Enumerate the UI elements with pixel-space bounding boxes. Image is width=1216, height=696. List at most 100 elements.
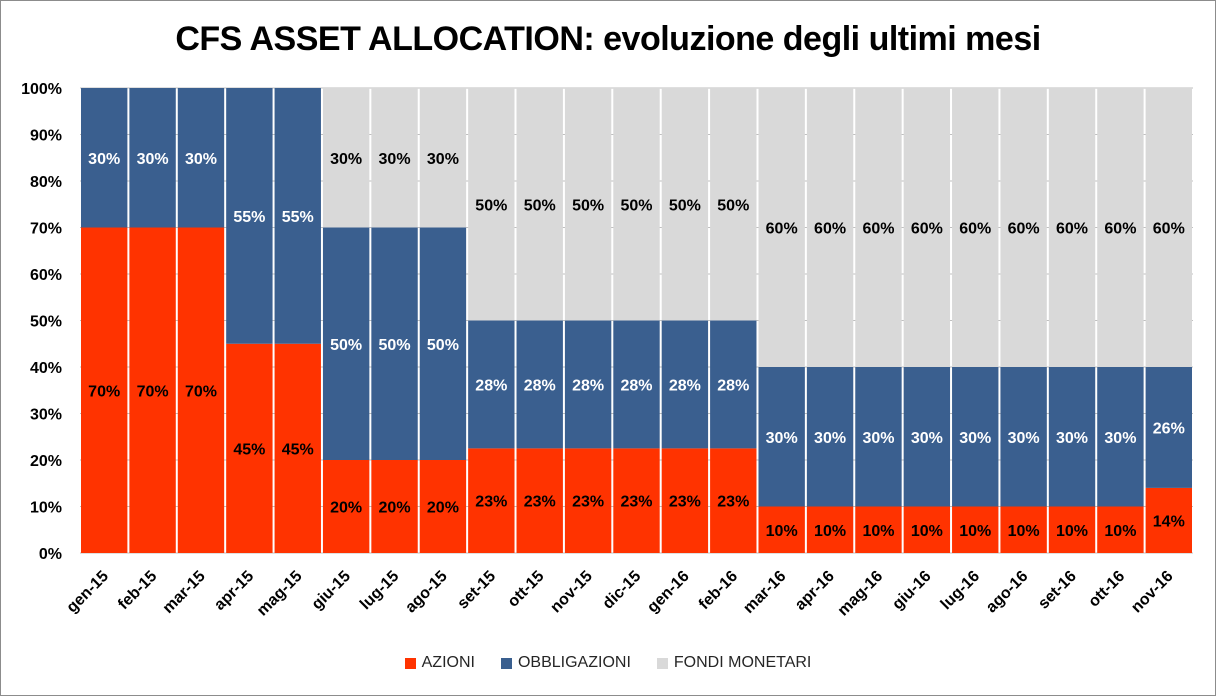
y-tick-label: 70% [30, 221, 62, 238]
data-label: 20% [330, 500, 362, 517]
data-label: 10% [911, 523, 943, 540]
data-label: 23% [717, 494, 749, 511]
x-tick-label: ago-15 [402, 568, 451, 617]
bar-azioni [274, 343, 321, 553]
bar-obbligazioni [419, 227, 467, 460]
data-label: 30% [88, 151, 120, 168]
data-label: 14% [1153, 513, 1185, 530]
x-tick-label: apr-16 [792, 568, 838, 614]
data-label: 28% [620, 377, 652, 394]
data-label: 28% [475, 377, 507, 394]
bar-fondi-monetari [516, 88, 563, 321]
bar-azioni [1145, 487, 1192, 553]
chart-title: CFS ASSET ALLOCATION: evoluzione degli u… [175, 20, 1041, 58]
legend-swatch [500, 657, 512, 669]
data-label: 60% [766, 221, 798, 238]
data-label: 30% [959, 430, 991, 447]
legend-label: FONDI MONETARI [673, 654, 812, 671]
data-label: 60% [1056, 221, 1088, 238]
y-tick-label: 40% [30, 360, 62, 377]
legend-label: AZIONI [421, 654, 475, 671]
bar-azioni [1048, 506, 1096, 553]
data-label: 10% [1104, 523, 1136, 540]
bar-azioni [516, 448, 563, 553]
y-tick-label: 60% [30, 267, 62, 284]
data-label: 60% [1104, 221, 1136, 238]
bar-obbligazioni [564, 320, 612, 449]
bar-fondi-monetari [855, 88, 902, 367]
bar-azioni [81, 227, 128, 553]
bar-obbligazioni [516, 320, 563, 449]
bar-azioni [129, 227, 176, 553]
bar-azioni [468, 448, 515, 553]
bar-obbligazioni [274, 88, 321, 344]
data-label: 10% [959, 523, 991, 540]
y-tick-label: 0% [39, 546, 62, 563]
bar-obbligazioni [226, 88, 273, 344]
data-label: 70% [88, 383, 120, 400]
bar-azioni [758, 506, 805, 553]
bar-fondi-monetari [806, 88, 854, 367]
data-label: 60% [911, 221, 943, 238]
bar-azioni [710, 448, 757, 553]
data-label: 10% [862, 523, 894, 540]
data-label: 30% [1008, 430, 1040, 447]
data-label: 70% [185, 383, 217, 400]
chart-legend: AZIONI OBBLIGAZIONI FONDI MONETARI [0, 654, 1216, 672]
x-tick-label: mar-16 [740, 568, 789, 617]
data-label: 30% [137, 151, 169, 168]
x-tick-label: feb-15 [115, 568, 160, 613]
y-tick-label: 10% [30, 500, 62, 517]
data-label: 30% [185, 151, 217, 168]
x-tick-label: nov-16 [1128, 568, 1177, 617]
bar-azioni [177, 227, 225, 553]
bar-fondi-monetari [903, 88, 951, 367]
bar-obbligazioni [81, 88, 128, 228]
x-tick-label: mag-16 [835, 568, 887, 620]
bar-azioni [613, 448, 660, 553]
bar-obbligazioni [710, 320, 757, 449]
bar-azioni [1097, 506, 1144, 553]
data-label: 60% [862, 221, 894, 238]
data-label: 10% [1008, 523, 1040, 540]
legend-swatch [404, 657, 416, 669]
bar-fondi-monetari [1048, 88, 1096, 367]
data-label: 10% [1056, 523, 1088, 540]
bar-obbligazioni [806, 367, 854, 507]
x-tick-label: mar-15 [160, 568, 209, 617]
data-label: 60% [814, 221, 846, 238]
bar-obbligazioni [322, 227, 370, 460]
x-tick-label: set-16 [1035, 568, 1080, 613]
y-tick-label: 50% [30, 314, 62, 331]
x-tick-label: mag-15 [254, 568, 306, 620]
x-tick-label: ago-16 [983, 568, 1032, 617]
bar-obbligazioni [613, 320, 660, 449]
y-tick-label: 100% [21, 81, 62, 98]
bar-obbligazioni [371, 227, 418, 460]
bar-obbligazioni [1000, 367, 1047, 507]
data-label: 50% [524, 197, 556, 214]
bar-azioni [322, 460, 370, 553]
data-label: 60% [959, 221, 991, 238]
bar-obbligazioni [855, 367, 902, 507]
y-tick-label: 20% [30, 453, 62, 470]
data-label: 45% [233, 441, 265, 458]
legend-item: FONDI MONETARI [656, 654, 812, 672]
bar-fondi-monetari [419, 88, 467, 228]
bar-fondi-monetari [564, 88, 612, 321]
bar-obbligazioni [1145, 367, 1192, 488]
data-label: 23% [524, 494, 556, 511]
bar-obbligazioni [952, 367, 999, 507]
y-tick-label: 80% [30, 174, 62, 191]
x-tick-label: dic-15 [600, 568, 645, 613]
bar-fondi-monetari [468, 88, 515, 321]
data-label: 28% [524, 377, 556, 394]
data-label: 23% [572, 494, 604, 511]
data-label: 30% [766, 430, 798, 447]
data-label: 50% [427, 337, 459, 354]
y-tick-label: 90% [30, 128, 62, 145]
bar-fondi-monetari [661, 88, 709, 321]
x-tick-label: giu-16 [889, 568, 934, 613]
bar-fondi-monetari [322, 88, 370, 228]
